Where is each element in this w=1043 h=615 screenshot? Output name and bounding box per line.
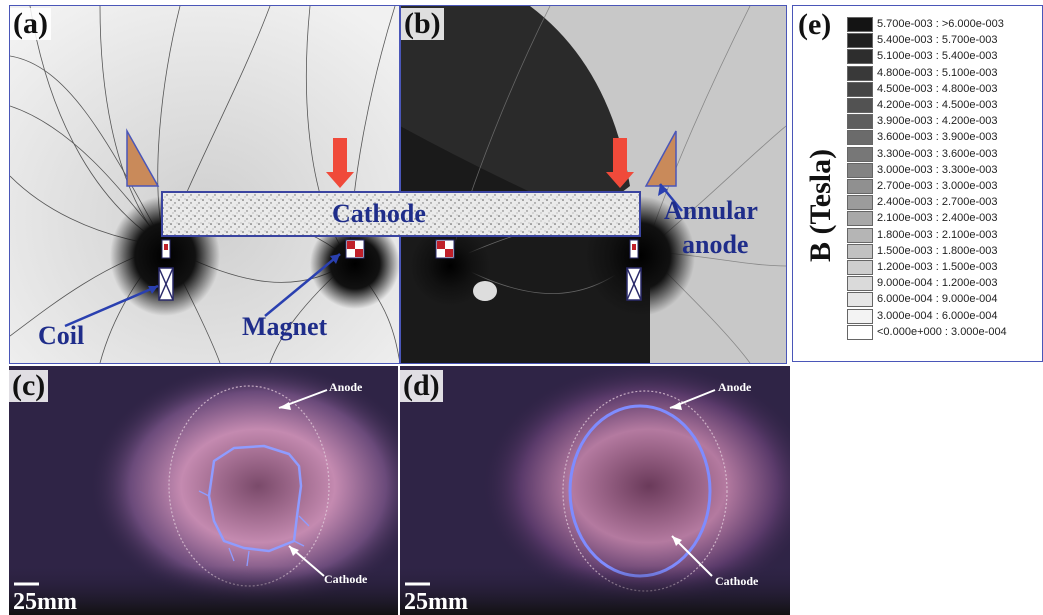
legend-swatch (847, 195, 873, 211)
legend-swatch (847, 65, 873, 81)
panel-label-e: (e) (798, 8, 832, 41)
panel-label-a: (a) (10, 8, 51, 40)
cathode-label-c: Cathode (324, 572, 368, 586)
legend-entry-text: 6.000e-004 : 9.000e-004 (877, 293, 998, 306)
legend-swatch (847, 130, 873, 146)
scale-bar-c: 25mm (13, 589, 77, 615)
legend-swatch (847, 324, 873, 340)
coil-blocks (158, 267, 642, 301)
legend-entry-text: 2.100e-003 : 2.400e-003 (877, 212, 998, 225)
annular-anode-label-1: Annular (664, 196, 758, 225)
coil-label: Coil (38, 321, 85, 350)
legend-entry-text: 2.700e-003 : 3.000e-003 (877, 180, 998, 192)
legend-entry-text: 1.200e-003 : 1.500e-003 (877, 261, 998, 273)
legend-entry-text: 4.500e-003 : 4.800e-003 (877, 82, 998, 95)
legend-swatch (847, 17, 873, 32)
cathode-label-d: Cathode (715, 574, 759, 588)
legend-entry-text: 1.500e-003 : 1.800e-003 (877, 244, 998, 257)
legend-swatch (847, 179, 873, 194)
legend-entry-text: <0.000e+000 : 3.000e-004 (877, 325, 1007, 338)
legend-swatch (847, 162, 873, 178)
legend-swatch (847, 146, 873, 162)
discharge-photo-c (9, 366, 398, 615)
legend-swatch (847, 243, 873, 259)
magnet-label: Magnet (242, 312, 328, 341)
red-arrow-left (326, 138, 354, 188)
anode-label-c: Anode (329, 380, 363, 394)
legend-entry-text: 3.900e-003 : 4.200e-003 (877, 115, 998, 128)
panel-label-d: (d) (400, 370, 443, 402)
legend-entry-text: 2.400e-003 : 2.700e-003 (877, 196, 998, 209)
legend-entry-text: 1.800e-003 : 2.100e-003 (877, 228, 998, 241)
legend-entry-text: 4.800e-003 : 5.100e-003 (877, 66, 998, 79)
legend-swatch (847, 33, 873, 49)
field-line-plot (10, 6, 786, 363)
legend-swatch (847, 211, 873, 227)
legend-entry-text: 9.000e-004 : 1.200e-003 (877, 277, 998, 290)
legend-axis-title: B (Tesla) (804, 148, 837, 262)
legend-swatch (847, 81, 873, 97)
legend-swatch (847, 292, 873, 308)
legend-swatch (847, 114, 873, 130)
legend-swatch (847, 98, 873, 113)
legend-entry-text: 4.200e-003 : 4.500e-003 (877, 99, 998, 111)
red-arrow-right (606, 138, 634, 188)
anode-label-d: Anode (718, 380, 752, 394)
legend-entry-text: 5.700e-003 : >6.000e-003 (877, 18, 1004, 30)
legend-swatch (847, 227, 873, 243)
cathode-bar (161, 191, 641, 237)
anode-triangle-left (126, 128, 160, 187)
cathode-label: Cathode (332, 199, 426, 228)
legend-entry-text: 3.000e-003 : 3.300e-003 (877, 163, 998, 176)
discharge-photo-d (400, 366, 790, 615)
scale-bar-d: 25mm (404, 589, 468, 615)
legend-swatch (847, 308, 873, 324)
legend-swatch (847, 260, 873, 275)
legend-panel (792, 5, 1043, 362)
legend-entry-text: 3.300e-003 : 3.600e-003 (877, 147, 998, 160)
discharge-ring-c (207, 444, 303, 553)
legend-entry-text: 3.600e-003 : 3.900e-003 (877, 131, 998, 144)
panel-label-c: (c) (9, 370, 49, 402)
photo-panel-c: (c) Anode Cathode 25mm (9, 366, 398, 615)
simulation-panel: (a) (b) Cathode Annular anode Coil Magne… (9, 5, 787, 364)
photo-panel-d: (d) Anode Cathode 25mm (400, 366, 790, 615)
legend-swatch (847, 276, 873, 292)
legend-entry-text: 3.000e-004 : 6.000e-004 (877, 309, 998, 322)
legend-entry-text: 5.100e-003 : 5.400e-003 (877, 50, 998, 63)
legend-swatch (847, 49, 873, 65)
panel-label-b: (b) (401, 8, 444, 40)
magnet-blocks (161, 239, 639, 259)
legend-entry-text: 5.400e-003 : 5.700e-003 (877, 34, 998, 47)
annular-anode-label-2: anode (682, 230, 749, 259)
